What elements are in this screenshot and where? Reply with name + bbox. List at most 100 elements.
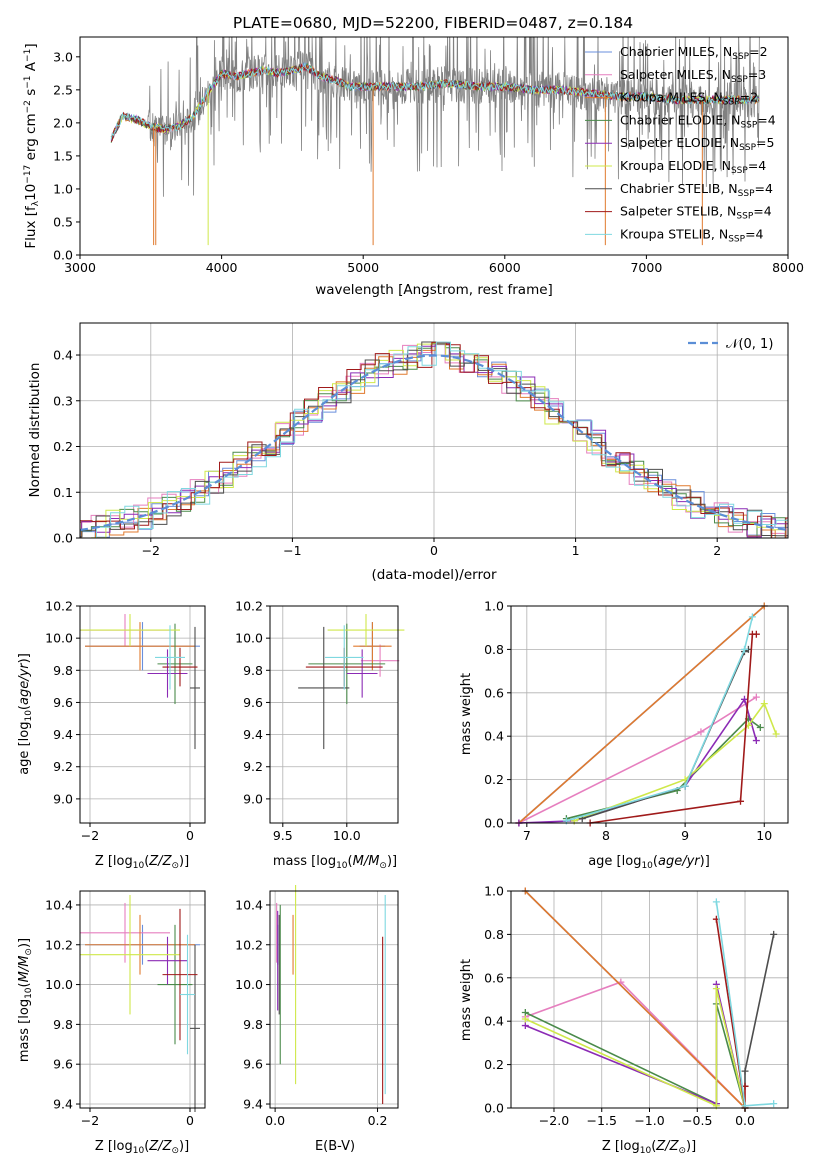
legend-entry: Salpeter STELIB, NSSP=4 — [620, 204, 772, 222]
y-tick-label: 9.2 — [243, 759, 263, 774]
data-point — [770, 930, 778, 938]
y-tick-label: 3.0 — [53, 49, 73, 64]
y-tick-label: 0.4 — [484, 1014, 504, 1029]
data-point — [521, 1022, 529, 1030]
x-tick-label: 0.2 — [368, 1113, 388, 1128]
y-axis-label: mass weight — [459, 959, 474, 1041]
y-tick-label: 1.0 — [53, 181, 73, 196]
x-tick-label: 8 — [602, 828, 610, 843]
axes-frame — [79, 605, 206, 824]
x-tick-label: −2 — [81, 1113, 99, 1128]
chart-title: PLATE=0680, MJD=52200, FIBERID=0487, z=0… — [233, 14, 633, 32]
mass-weight-line — [524, 988, 746, 1109]
y-tick-label: 2.5 — [53, 82, 73, 97]
x-axis-label: wavelength [Angstrom, rest frame] — [315, 282, 553, 298]
x-axis-label: Z [log10(Z/Z⊙)] — [95, 1139, 189, 1156]
x-axis-label: (data-model)/error — [371, 567, 497, 583]
y-tick-label: 0.4 — [53, 348, 73, 363]
data-point — [752, 693, 760, 701]
x-tick-label: −2 — [142, 543, 160, 558]
y-tick-label: 9.8 — [53, 1017, 73, 1032]
y-tick-label: 0.5 — [53, 214, 73, 229]
mass-weight-line — [524, 1003, 746, 1109]
mass-weight-vs-z-panel: −2.0 −1.5 −1.0 −0.5 0.0 0.0 0.2 0.4 0.6 0.8 1.0 Z [… — [459, 884, 789, 1156]
x-axis-label: E(B-V) — [315, 1139, 355, 1154]
x-axis-label: Z [log10(Z/Z⊙)] — [95, 854, 189, 871]
y-tick-label: 0.8 — [484, 927, 504, 942]
data-point — [740, 645, 748, 653]
data-point — [741, 1067, 749, 1075]
model-spectrum — [110, 61, 760, 140]
y-tick-label: 10.2 — [235, 599, 263, 614]
y-axis-label: age [log10(age/yr)] — [17, 653, 34, 775]
legend-entry: Chabrier ELODIE, NSSP=4 — [620, 112, 776, 130]
x-tick-label: 9 — [681, 828, 689, 843]
data-point — [737, 797, 745, 805]
mass-vs-ebv-panel: 0.0 0.2 9.4 9.6 9.8 10.0 10.2 10.4 E(B-V) — [235, 885, 399, 1154]
y-tick-label: 9.6 — [243, 1057, 263, 1072]
y-tick-label: 10.0 — [45, 631, 73, 646]
x-tick-label: −2.0 — [539, 1113, 569, 1128]
y-tick-label: 0.6 — [484, 970, 504, 985]
mass-weight-line — [524, 890, 746, 1109]
mass-weight-line — [524, 984, 746, 1109]
y-tick-label: 0.0 — [53, 531, 73, 546]
legend-entry: Kroupa STELIB, NSSP=4 — [620, 226, 764, 244]
y-axis-label: Normed distribution — [27, 363, 43, 498]
data-point — [760, 700, 768, 708]
mass-weight-line — [566, 717, 761, 820]
x-tick-label: −1 — [283, 543, 301, 558]
age-vs-z-panel: −2 0 9.0 9.2 9.4 9.6 9.8 10.0 10.2 Z [log10(Z/Z⊙)… — [17, 599, 206, 871]
data-point — [752, 737, 760, 745]
mass-vs-z-panel: −2 0 9.4 9.6 9.8 10.0 10.2 10.4 Z [log10(Z/Z⊙)] m… — [17, 890, 206, 1156]
y-tick-label: 0.2 — [53, 439, 73, 454]
mass-weight-line — [518, 605, 765, 824]
x-tick-label: 2 — [713, 543, 721, 558]
data-point — [752, 630, 760, 638]
data-point — [740, 695, 748, 703]
y-tick-label: 0.6 — [484, 685, 504, 700]
y-tick-label: 0.0 — [53, 248, 73, 263]
x-tick-label: 1 — [572, 543, 580, 558]
data-point — [748, 613, 756, 621]
data-point — [697, 728, 705, 736]
y-tick-label: 10.2 — [45, 937, 73, 952]
x-tick-label: 0.0 — [735, 1113, 755, 1128]
residual-histogram — [96, 341, 788, 538]
axes-frame — [79, 890, 206, 1109]
y-axis-label: mass [log10(M/M⊙)] — [17, 938, 34, 1062]
y-tick-label: 9.8 — [243, 1017, 263, 1032]
data-point — [772, 730, 780, 738]
x-tick-label: 7000 — [630, 260, 662, 275]
y-tick-label: 9.4 — [53, 727, 73, 742]
axes-frame — [510, 605, 789, 824]
mass-weight-line — [566, 616, 754, 822]
x-tick-label: 10 — [756, 828, 772, 843]
x-tick-label: 0 — [186, 828, 194, 843]
y-axis-label: mass weight — [459, 673, 474, 755]
mass-weight-line — [744, 934, 775, 1087]
y-tick-label: 1.0 — [484, 884, 504, 899]
y-tick-label: 9.8 — [243, 663, 263, 678]
data-point — [712, 898, 720, 906]
y-tick-label: 0.4 — [484, 729, 504, 744]
y-tick-label: 9.8 — [53, 663, 73, 678]
y-tick-label: 0.1 — [53, 485, 73, 500]
y-tick-label: 0.0 — [484, 1101, 504, 1116]
x-tick-label: 7 — [523, 828, 531, 843]
y-tick-label: 9.4 — [53, 1097, 73, 1112]
y-tick-label: 9.6 — [53, 695, 73, 710]
y-tick-label: 9.4 — [243, 727, 263, 742]
axes-frame — [269, 890, 399, 1109]
data-point — [756, 724, 764, 732]
x-axis-label: age [log10(age/yr)] — [588, 854, 710, 871]
legend-entry: Salpeter ELODIE, NSSP=5 — [620, 135, 774, 153]
mass-weight-line — [589, 633, 757, 824]
mass-weight-vs-age-panel: 7 8 9 10 0.0 0.2 0.4 0.6 0.8 1.0 age [log10(age/yr… — [459, 599, 789, 871]
legend-entry: 𝒩(0, 1) — [726, 337, 773, 352]
histograms — [80, 341, 788, 538]
x-tick-label: −0.5 — [682, 1113, 712, 1128]
y-tick-label: 10.4 — [45, 897, 73, 912]
y-tick-label: 9.6 — [53, 1057, 73, 1072]
